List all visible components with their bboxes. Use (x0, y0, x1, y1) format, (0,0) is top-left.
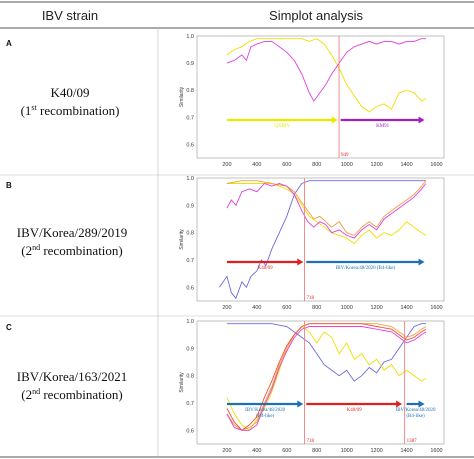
x-tick-label: 200 (222, 162, 231, 168)
breakpoint-label: 1387 (407, 439, 418, 444)
segment-arrow-head (418, 116, 425, 124)
y-axis-label: Similarity (179, 372, 185, 393)
x-tick-label: 1000 (341, 162, 353, 168)
x-tick-label: 1000 (341, 448, 353, 454)
series-line-yellow (226, 325, 427, 431)
segment-arrow-head (297, 258, 304, 266)
header-simplot: Simplot analysis (269, 8, 363, 23)
y-tick-label: 0.8 (186, 231, 194, 237)
y-tick-label: 1.0 (186, 34, 194, 40)
series-line-magenta (226, 38, 426, 102)
plot-frame (196, 35, 445, 159)
y-tick-label: 0.9 (186, 203, 194, 209)
strain-name-c: IBV/Korea/163/2021 (17, 369, 127, 384)
x-tick-label: 400 (252, 305, 261, 311)
panel-letter-c: C (6, 323, 12, 332)
segment-label: QXIBV (274, 124, 290, 129)
y-tick-label: 0.7 (186, 401, 194, 407)
x-tick-label: 1600 (430, 305, 442, 311)
x-tick-label: 800 (312, 305, 321, 311)
y-tick-label: 0.6 (186, 285, 194, 291)
series-line-yellow (226, 38, 427, 113)
x-tick-label: 1200 (371, 162, 383, 168)
recombination-a: (1st recombination) (21, 103, 120, 118)
series-line-yellow (226, 183, 427, 245)
strain-name-b: IBV/Korea/289/2019 (17, 225, 127, 240)
series-line-red (226, 323, 427, 431)
x-tick-label: 1400 (400, 305, 412, 311)
x-tick-label: 400 (252, 448, 261, 454)
x-tick-label: 1000 (341, 305, 353, 311)
simplot-b: 1.0 0.9 0.8 0.7 0.6 200 400 600 800 1000 1200 1400 1… (179, 176, 445, 311)
y-axis-label: Similarity (179, 229, 185, 250)
y-tick-label: 0.8 (186, 374, 194, 380)
breakpoint-label: 949 (341, 153, 349, 158)
x-tick-label: 200 (222, 305, 231, 311)
segment-label: IBV/Korea/48/2020 (B4-like) (336, 266, 396, 271)
row-c: C IBV/Korea/163/2021 (2nd recombination)… (6, 319, 445, 454)
segment-arrow-head (418, 258, 425, 266)
x-tick-label: 600 (282, 162, 291, 168)
segment-label: IBV/Korea/48/2020 (396, 408, 436, 413)
segment-label: (B4-like) (256, 414, 275, 419)
simplot-a: 1.0 0.9 0.8 0.7 0.6 200 400 600 800 1000 1200 1400 1… (179, 34, 445, 168)
series-line-blue (226, 323, 426, 382)
y-axis-label: Similarity (179, 86, 185, 107)
y-tick-label: 0.7 (186, 258, 194, 264)
segment-arrow-head (396, 400, 403, 408)
x-tick-label: 800 (312, 448, 321, 454)
y-tick-label: 0.9 (186, 346, 194, 352)
x-tick-label: 400 (252, 162, 261, 168)
plot-frame (196, 177, 445, 302)
y-tick-label: 0.7 (186, 115, 194, 121)
y-tick-label: 1.0 (186, 176, 194, 182)
simplot-c: 1.0 0.9 0.8 0.7 0.6 200 400 600 800 1000 1200 1400 1… (179, 319, 445, 454)
x-tick-label: 600 (282, 305, 291, 311)
breakpoint-label: 718 (306, 439, 314, 444)
plot-frame (196, 320, 445, 445)
x-tick-label: 1400 (400, 162, 412, 168)
x-tick-label: 1200 (371, 305, 383, 311)
panel-letter-a: A (6, 39, 12, 48)
recombination-c: (2nd recombination) (21, 387, 123, 402)
x-tick-label: 1600 (430, 448, 442, 454)
series-line-magenta (226, 182, 427, 239)
y-tick-label: 1.0 (186, 319, 194, 325)
y-tick-label: 0.6 (186, 142, 194, 148)
y-tick-label: 0.9 (186, 61, 194, 67)
header-strain: IBV strain (42, 8, 98, 23)
y-tick-label: 0.8 (186, 88, 194, 94)
recombination-b: (2nd recombination) (21, 243, 123, 258)
x-tick-label: 1200 (371, 448, 383, 454)
segment-arrow-head (331, 116, 338, 124)
breakpoint-label: 718 (306, 296, 314, 301)
x-tick-label: 1400 (400, 448, 412, 454)
series-line-magenta (226, 326, 427, 431)
row-a: A K40/09 (1st recombination) 1.0 0.9 0.8 0.… (6, 34, 445, 168)
segment-arrow-head (297, 400, 304, 408)
segment-label: KM91 (376, 124, 390, 129)
segment-arrow-head (418, 400, 425, 408)
strain-name-a: K40/09 (51, 85, 90, 100)
series-line-blue (219, 180, 426, 300)
segment-label: K40/09 (258, 266, 274, 271)
y-tick-label: 0.6 (186, 428, 194, 434)
panel-letter-b: B (6, 181, 12, 190)
row-b: B IBV/Korea/289/2019 (2nd recombination)… (6, 176, 445, 311)
segment-label: (B4-like) (406, 414, 425, 419)
x-tick-label: 1600 (430, 162, 442, 168)
segment-label: IBV/Korea/48/2020 (245, 408, 285, 413)
x-tick-label: 800 (312, 162, 321, 168)
segment-label: K40/09 (347, 408, 363, 413)
x-tick-label: 600 (282, 448, 291, 454)
x-tick-label: 200 (222, 448, 231, 454)
